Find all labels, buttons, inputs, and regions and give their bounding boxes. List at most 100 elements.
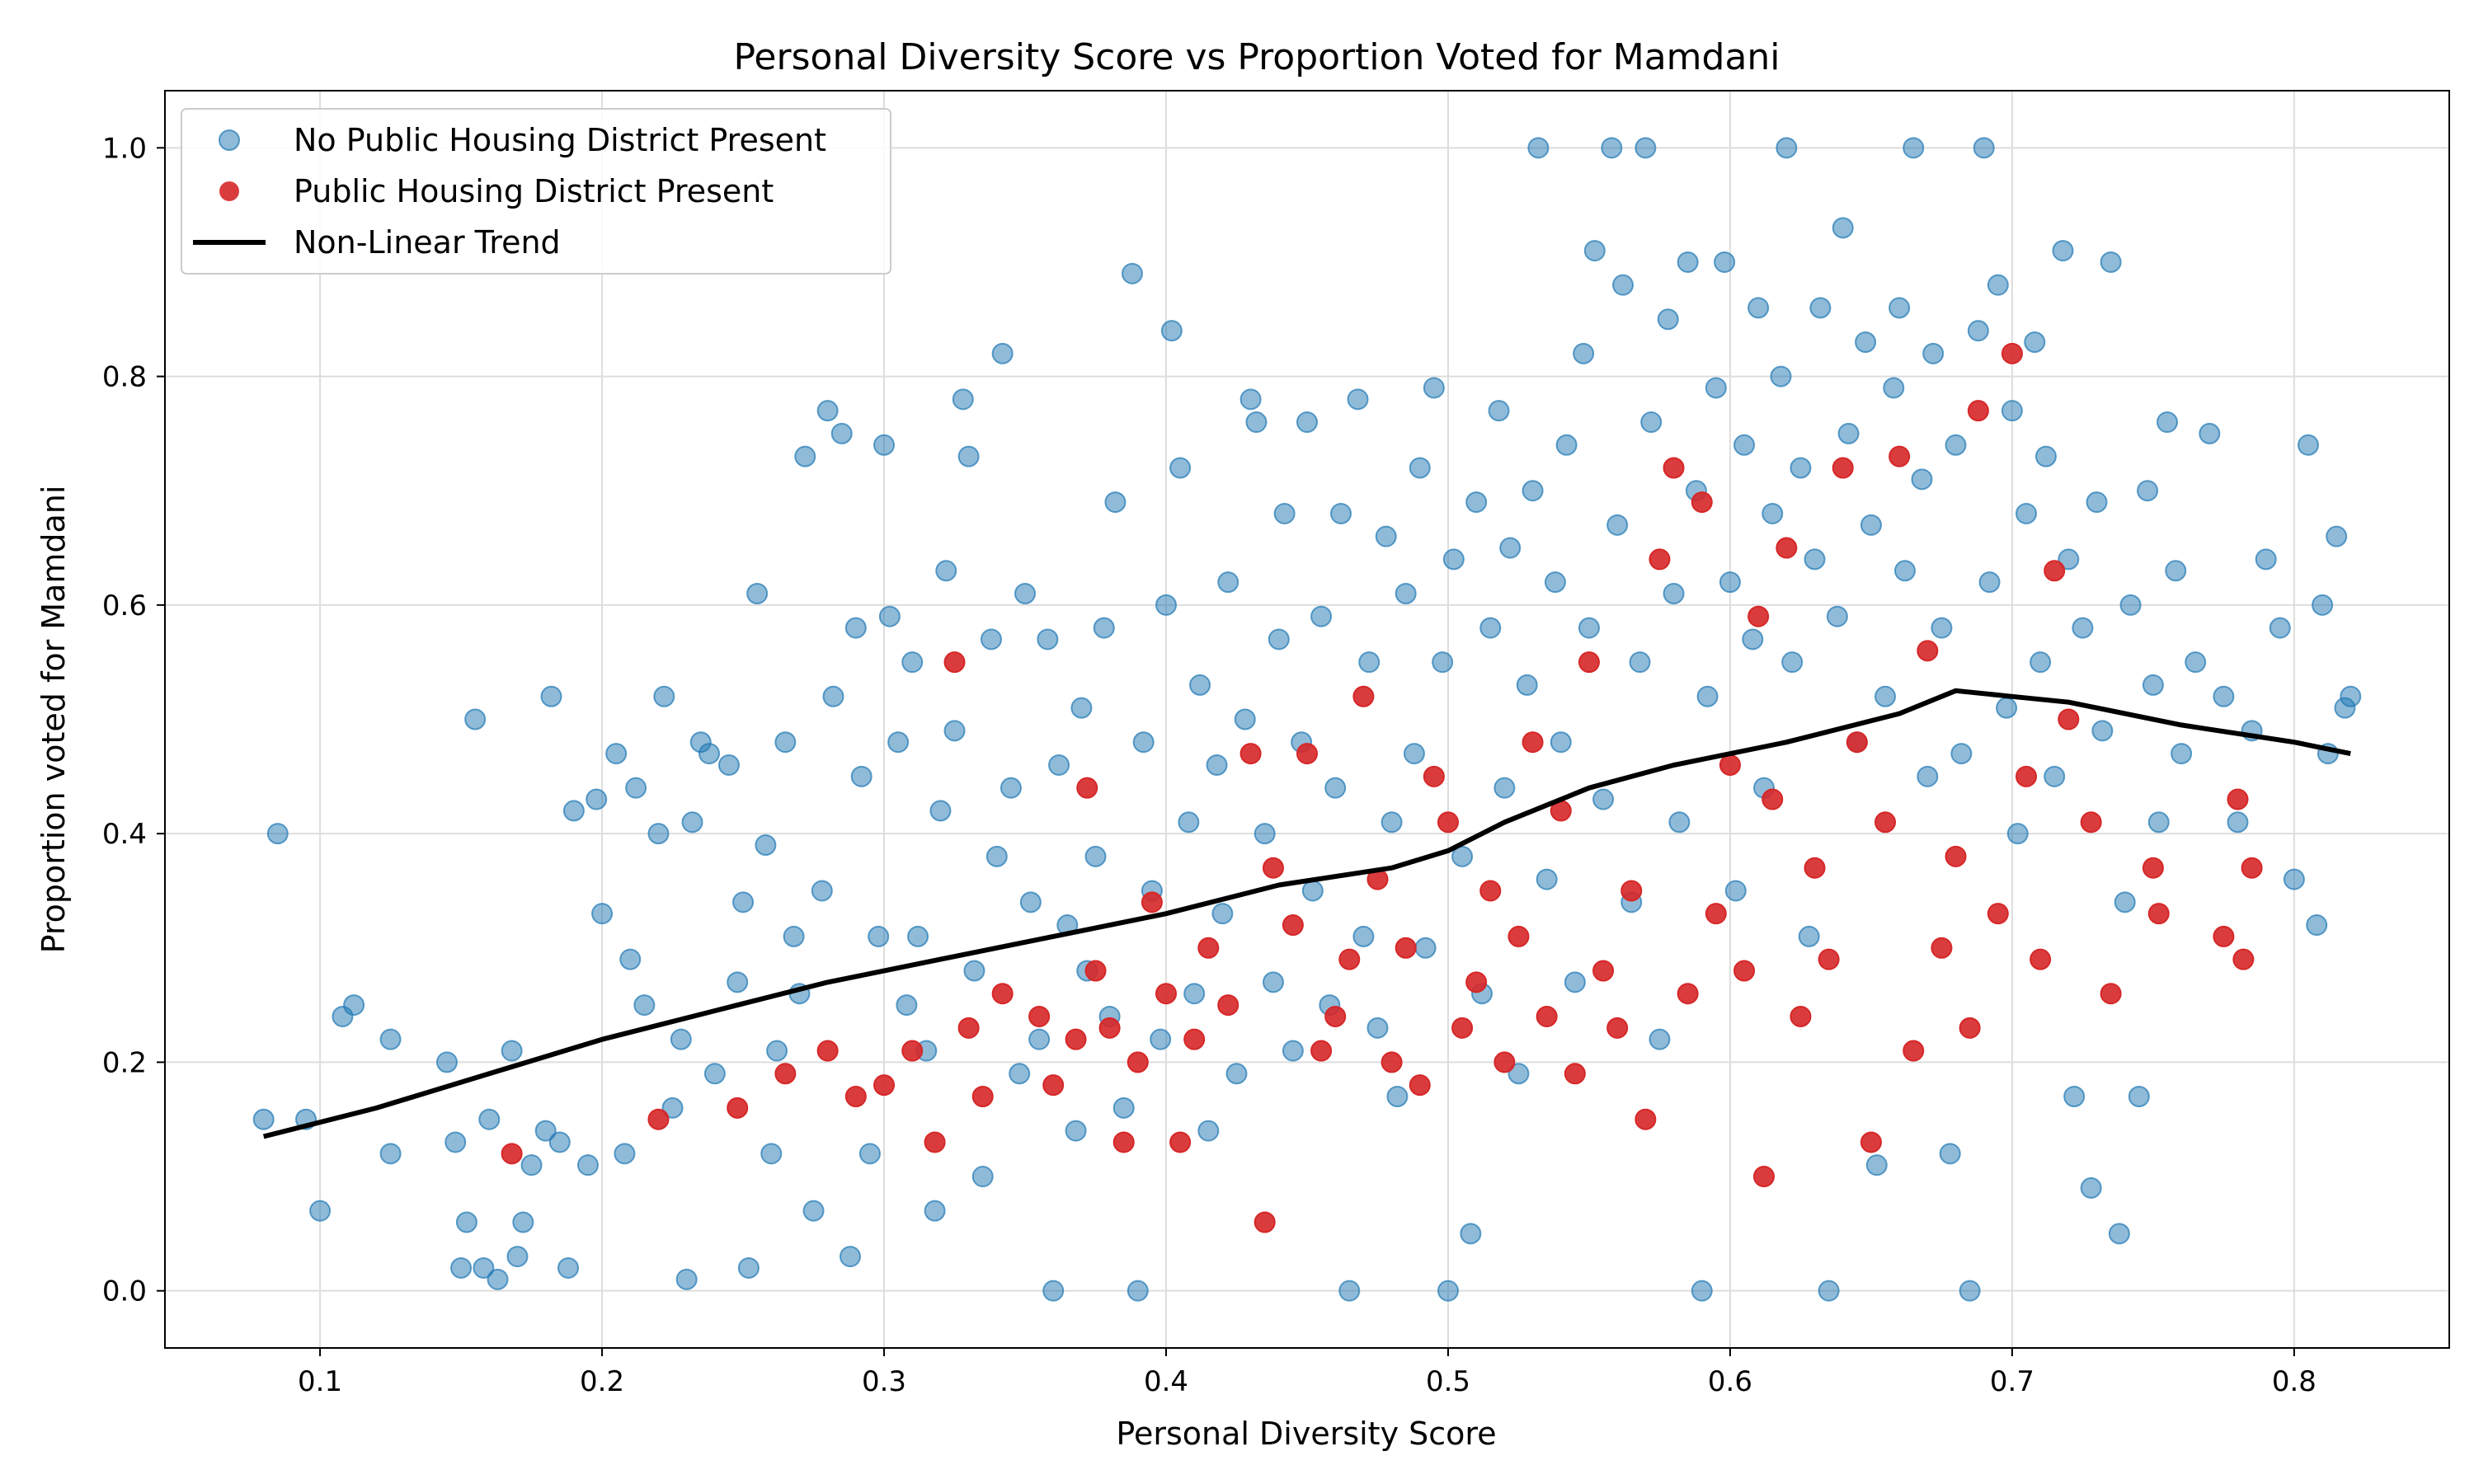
point-no-public-housing [1724,880,1747,902]
point-no-public-housing [1865,1154,1888,1176]
point-no-public-housing [1150,1028,1172,1050]
point-no-public-housing [2001,400,2023,422]
point-no-public-housing [2298,434,2320,456]
legend: No Public Housing District Present Publi… [181,108,891,275]
point-no-public-housing [1037,628,1059,650]
point-no-public-housing [1888,297,1911,319]
point-no-public-housing [1451,845,1474,867]
point-public-housing [1945,845,1967,867]
point-no-public-housing [991,342,1014,364]
point-public-housing [1028,1005,1051,1027]
point-no-public-housing [1183,983,1206,1005]
point-no-public-housing [2283,868,2305,890]
point-no-public-housing [1939,1143,1961,1165]
point-no-public-housing [2091,720,2114,742]
legend-label-trend: Non-Linear Trend [294,224,561,261]
point-public-housing [1493,1051,1516,1073]
point-no-public-housing [605,743,628,765]
point-no-public-housing [1245,411,1268,434]
point-public-housing [971,1086,994,1107]
point-no-public-housing [1423,377,1445,399]
point-public-housing [873,1074,896,1097]
point-no-public-housing [2137,480,2159,502]
point-no-public-housing [1922,342,1945,364]
point-no-public-housing [1028,1028,1051,1050]
point-public-housing [2015,765,2038,787]
point-public-housing [1352,685,1375,707]
point-no-public-housing [2306,914,2328,937]
point-public-housing [2227,788,2249,810]
point-no-public-housing [755,834,777,856]
point-no-public-housing [1432,651,1454,674]
point-no-public-housing [1555,434,1578,456]
point-no-public-housing [1070,697,1093,719]
point-no-public-housing [1126,1280,1149,1302]
point-no-public-housing [562,800,585,822]
legend-label-public-housing: Public Housing District Present [294,173,774,209]
series-no-public-housing [252,137,2362,1302]
point-no-public-housing [2326,525,2348,547]
point-public-housing [1917,640,1939,662]
point-no-public-housing [1009,1063,1031,1085]
point-public-housing [2001,342,2023,364]
point-no-public-housing [703,1063,726,1085]
point-no-public-housing [619,948,642,970]
point-no-public-housing [896,994,918,1017]
point-no-public-housing [2128,1086,2150,1107]
point-public-housing [1084,960,1107,982]
point-no-public-housing [512,1211,534,1233]
point-no-public-housing [2052,240,2074,262]
point-no-public-housing [1507,1063,1530,1085]
point-public-housing [943,651,966,674]
point-no-public-housing [2185,651,2207,674]
point-no-public-housing [2030,651,2052,674]
legend-marker-no-public-housing [219,129,240,151]
point-no-public-housing [435,1051,458,1073]
point-no-public-housing [1155,594,1178,616]
point-public-housing [1437,811,1459,834]
point-no-public-housing [1583,240,1606,262]
point-no-public-housing [1268,628,1290,650]
point-no-public-housing [783,925,805,947]
point-no-public-housing [1606,514,1629,536]
point-no-public-housing [760,1143,783,1165]
point-no-public-housing [1629,651,1651,674]
point-public-housing [1705,903,1727,925]
point-no-public-housing [1437,1280,1459,1302]
point-no-public-housing [850,765,872,787]
point-no-public-housing [2227,811,2249,834]
point-public-housing [1967,400,1989,422]
point-no-public-housing [811,880,833,902]
point-public-housing [1262,857,1284,879]
point-no-public-housing [2147,811,2170,834]
point-no-public-housing [1696,685,1719,707]
point-no-public-housing [971,1166,994,1188]
point-no-public-housing [1048,754,1070,776]
point-public-housing [1832,457,1854,479]
point-no-public-housing [1893,560,1916,582]
point-no-public-housing [1832,217,1854,239]
point-no-public-housing [1273,502,1296,524]
point-public-housing [1747,605,1770,627]
point-public-housing [1380,1051,1403,1073]
point-no-public-housing [1084,845,1107,867]
point-public-housing [1606,1017,1629,1039]
point-no-public-housing [746,583,769,604]
point-no-public-housing [450,1256,473,1279]
point-no-public-housing [2213,685,2235,707]
point-no-public-housing [2072,617,2094,639]
point-public-housing [1409,1074,1431,1097]
x-tick-label: 0.6 [1708,1365,1752,1398]
point-no-public-housing [2269,617,2291,639]
point-no-public-housing [647,823,670,845]
point-public-housing [1253,1211,1276,1233]
point-no-public-housing [985,845,1008,867]
y-axis-label: Proportion voted for Mamdani [35,486,72,954]
point-no-public-housing [455,1211,477,1233]
point-public-housing [924,1131,946,1153]
point-public-housing [774,1063,797,1085]
point-public-housing [1634,1108,1657,1130]
x-tick-label: 0.7 [1990,1365,2034,1398]
point-no-public-housing [1917,765,1939,787]
point-no-public-housing [1352,925,1375,947]
